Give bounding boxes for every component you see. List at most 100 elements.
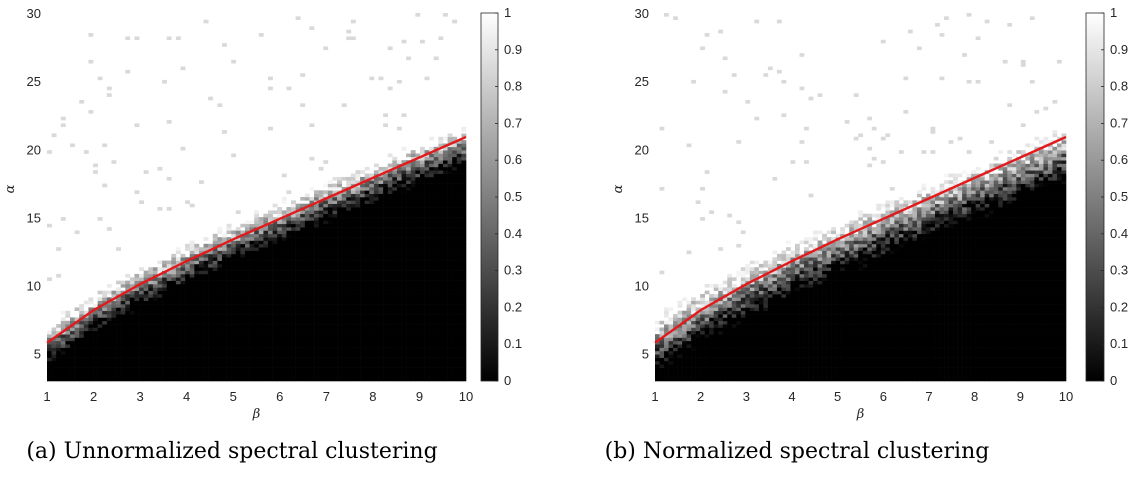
heatmap-cell (461, 200, 467, 204)
heatmap-cell (116, 337, 121, 342)
heatmap-cell (332, 186, 338, 191)
heatmap-cell (704, 170, 710, 174)
heatmap-cell (337, 364, 342, 368)
heatmap-cell (277, 307, 283, 312)
heatmap-cell (456, 180, 462, 184)
colorbar-tick-label: 0.8 (504, 79, 522, 94)
heatmap-cell (337, 227, 342, 231)
heatmap-cell (350, 203, 356, 208)
heatmap-cell (332, 267, 338, 271)
heatmap-cell (713, 304, 719, 308)
heatmap-cell (713, 374, 719, 378)
heatmap-cell (406, 314, 412, 318)
heatmap-cell (291, 377, 296, 382)
heatmap-cell (277, 243, 283, 248)
heatmap-cell (461, 140, 467, 144)
heatmap-cell (281, 334, 287, 338)
heatmap-cell (337, 370, 342, 375)
heatmap-cell (410, 170, 416, 174)
heatmap-cell (51, 340, 57, 345)
heatmap-cell (664, 370, 669, 375)
heatmap-cell (203, 367, 209, 372)
heatmap-cell (456, 223, 462, 228)
heatmap-cell (258, 364, 264, 368)
heatmap-cell (309, 156, 315, 161)
heatmap-cell (175, 377, 181, 382)
heatmap-cell (60, 370, 66, 375)
heatmap-cell (314, 257, 319, 261)
heatmap-cell (429, 327, 435, 332)
heatmap-cell (268, 237, 273, 241)
heatmap-cell (447, 307, 453, 312)
heatmap-cell (387, 330, 393, 335)
heatmap-cell (281, 197, 287, 201)
heatmap-cell (240, 357, 246, 362)
heatmap-cell (419, 317, 425, 322)
heatmap-cell (438, 197, 444, 201)
heatmap-cell (429, 324, 435, 328)
heatmap-cell (88, 340, 94, 345)
heatmap-cell (309, 250, 315, 255)
heatmap-cell (736, 360, 742, 365)
heatmap-cell (369, 233, 375, 238)
heatmap-cell (346, 327, 352, 332)
heatmap-cell (396, 253, 402, 258)
heatmap-cell (691, 370, 696, 375)
heatmap-cell (295, 270, 301, 275)
heatmap-cell (291, 273, 296, 278)
heatmap-cell (281, 267, 287, 271)
heatmap-cell (373, 310, 379, 315)
heatmap-cell (740, 307, 746, 312)
heatmap-cell (419, 160, 425, 164)
heatmap-cell (323, 207, 329, 211)
heatmap-cell (111, 374, 117, 378)
heatmap-cell (244, 364, 250, 368)
heatmap-cell (79, 344, 85, 348)
heatmap-cell (736, 140, 742, 144)
heatmap-cell (74, 340, 80, 345)
heatmap-cell (406, 170, 412, 174)
heatmap-cell (304, 267, 310, 271)
heatmap-cell (682, 340, 687, 345)
heatmap-cell (226, 347, 232, 352)
heatmap-cell (268, 223, 273, 228)
heatmap-cell (143, 297, 149, 302)
heatmap-cell (323, 334, 329, 338)
heatmap-cell (442, 263, 448, 268)
heatmap-cell (406, 354, 412, 358)
heatmap-cell (659, 377, 665, 382)
heatmap-cell (249, 340, 255, 345)
heatmap-cell (406, 294, 412, 298)
heatmap-cell (318, 357, 324, 362)
heatmap-cell (60, 337, 66, 342)
heatmap-cell (286, 334, 292, 338)
heatmap-cell (304, 213, 310, 218)
heatmap-cell (722, 330, 728, 335)
heatmap-cell (387, 247, 393, 251)
heatmap-cell (157, 307, 163, 312)
heatmap-cell (51, 377, 57, 382)
heatmap-cell (332, 237, 338, 241)
heatmap-cell (369, 344, 375, 348)
heatmap-cell (231, 59, 237, 64)
heatmap-cell (314, 347, 319, 352)
heatmap-cell (392, 324, 398, 328)
heatmap-cell (314, 287, 319, 291)
heatmap-cell (401, 277, 407, 281)
heatmap-cell (378, 310, 384, 315)
heatmap-cell (722, 310, 728, 315)
heatmap-cell (194, 330, 200, 335)
heatmap-cell (452, 270, 458, 275)
heatmap-cell (323, 364, 329, 368)
heatmap-cell (125, 337, 131, 342)
heatmap-cell (300, 347, 306, 352)
heatmap-cell (47, 347, 52, 352)
heatmap-cell (360, 213, 365, 218)
heatmap-cell (129, 340, 135, 345)
heatmap-cell (410, 217, 416, 221)
heatmap-cell (350, 300, 356, 305)
heatmap-cell (731, 304, 737, 308)
heatmap-cell (268, 247, 273, 251)
heatmap-cell (327, 337, 333, 342)
heatmap-cell (79, 324, 85, 328)
